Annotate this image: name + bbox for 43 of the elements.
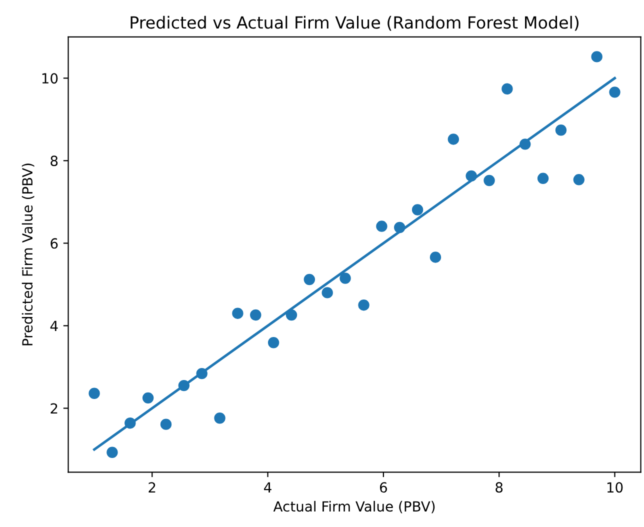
y-tick-label: 8 — [50, 156, 58, 166]
point — [412, 204, 424, 216]
x-tick-label: 10 — [607, 482, 623, 493]
chart-title: Predicted vs Actual Firm Value (Random Forest Model) — [130, 16, 578, 31]
point — [358, 299, 370, 311]
point — [609, 86, 620, 98]
point — [448, 134, 460, 145]
x-tick-label: 4 — [264, 482, 272, 492]
point — [214, 412, 226, 424]
x-tick-label: 6 — [380, 482, 387, 493]
point — [88, 388, 100, 399]
y-tick-label: 2 — [50, 403, 58, 414]
point — [520, 138, 531, 150]
point — [573, 174, 585, 186]
point — [250, 309, 262, 321]
point — [286, 309, 298, 321]
point — [304, 274, 316, 286]
point — [376, 220, 388, 232]
y-tick-label: 4 — [50, 320, 58, 331]
point — [142, 392, 154, 404]
y-tick-label: 10 — [42, 73, 58, 84]
point — [160, 418, 172, 430]
point — [466, 170, 477, 182]
point — [340, 272, 351, 284]
y-axis-title: Predicted Firm Value (PBV) — [22, 164, 34, 346]
point — [268, 337, 280, 348]
point — [178, 380, 190, 392]
point — [322, 287, 333, 298]
point — [232, 308, 244, 319]
point — [537, 172, 549, 184]
x-tick-label: 2 — [148, 482, 156, 492]
point — [106, 446, 118, 458]
point — [124, 417, 136, 429]
point — [591, 51, 602, 62]
point — [196, 368, 208, 380]
point — [430, 252, 442, 263]
point — [484, 174, 495, 186]
x-tick-label: 8 — [496, 482, 503, 493]
point — [555, 124, 567, 136]
y-tick-label: 6 — [50, 238, 58, 249]
point — [502, 83, 513, 94]
point — [394, 222, 406, 234]
x-axis-title: Actual Firm Value (PBV) — [273, 500, 435, 514]
